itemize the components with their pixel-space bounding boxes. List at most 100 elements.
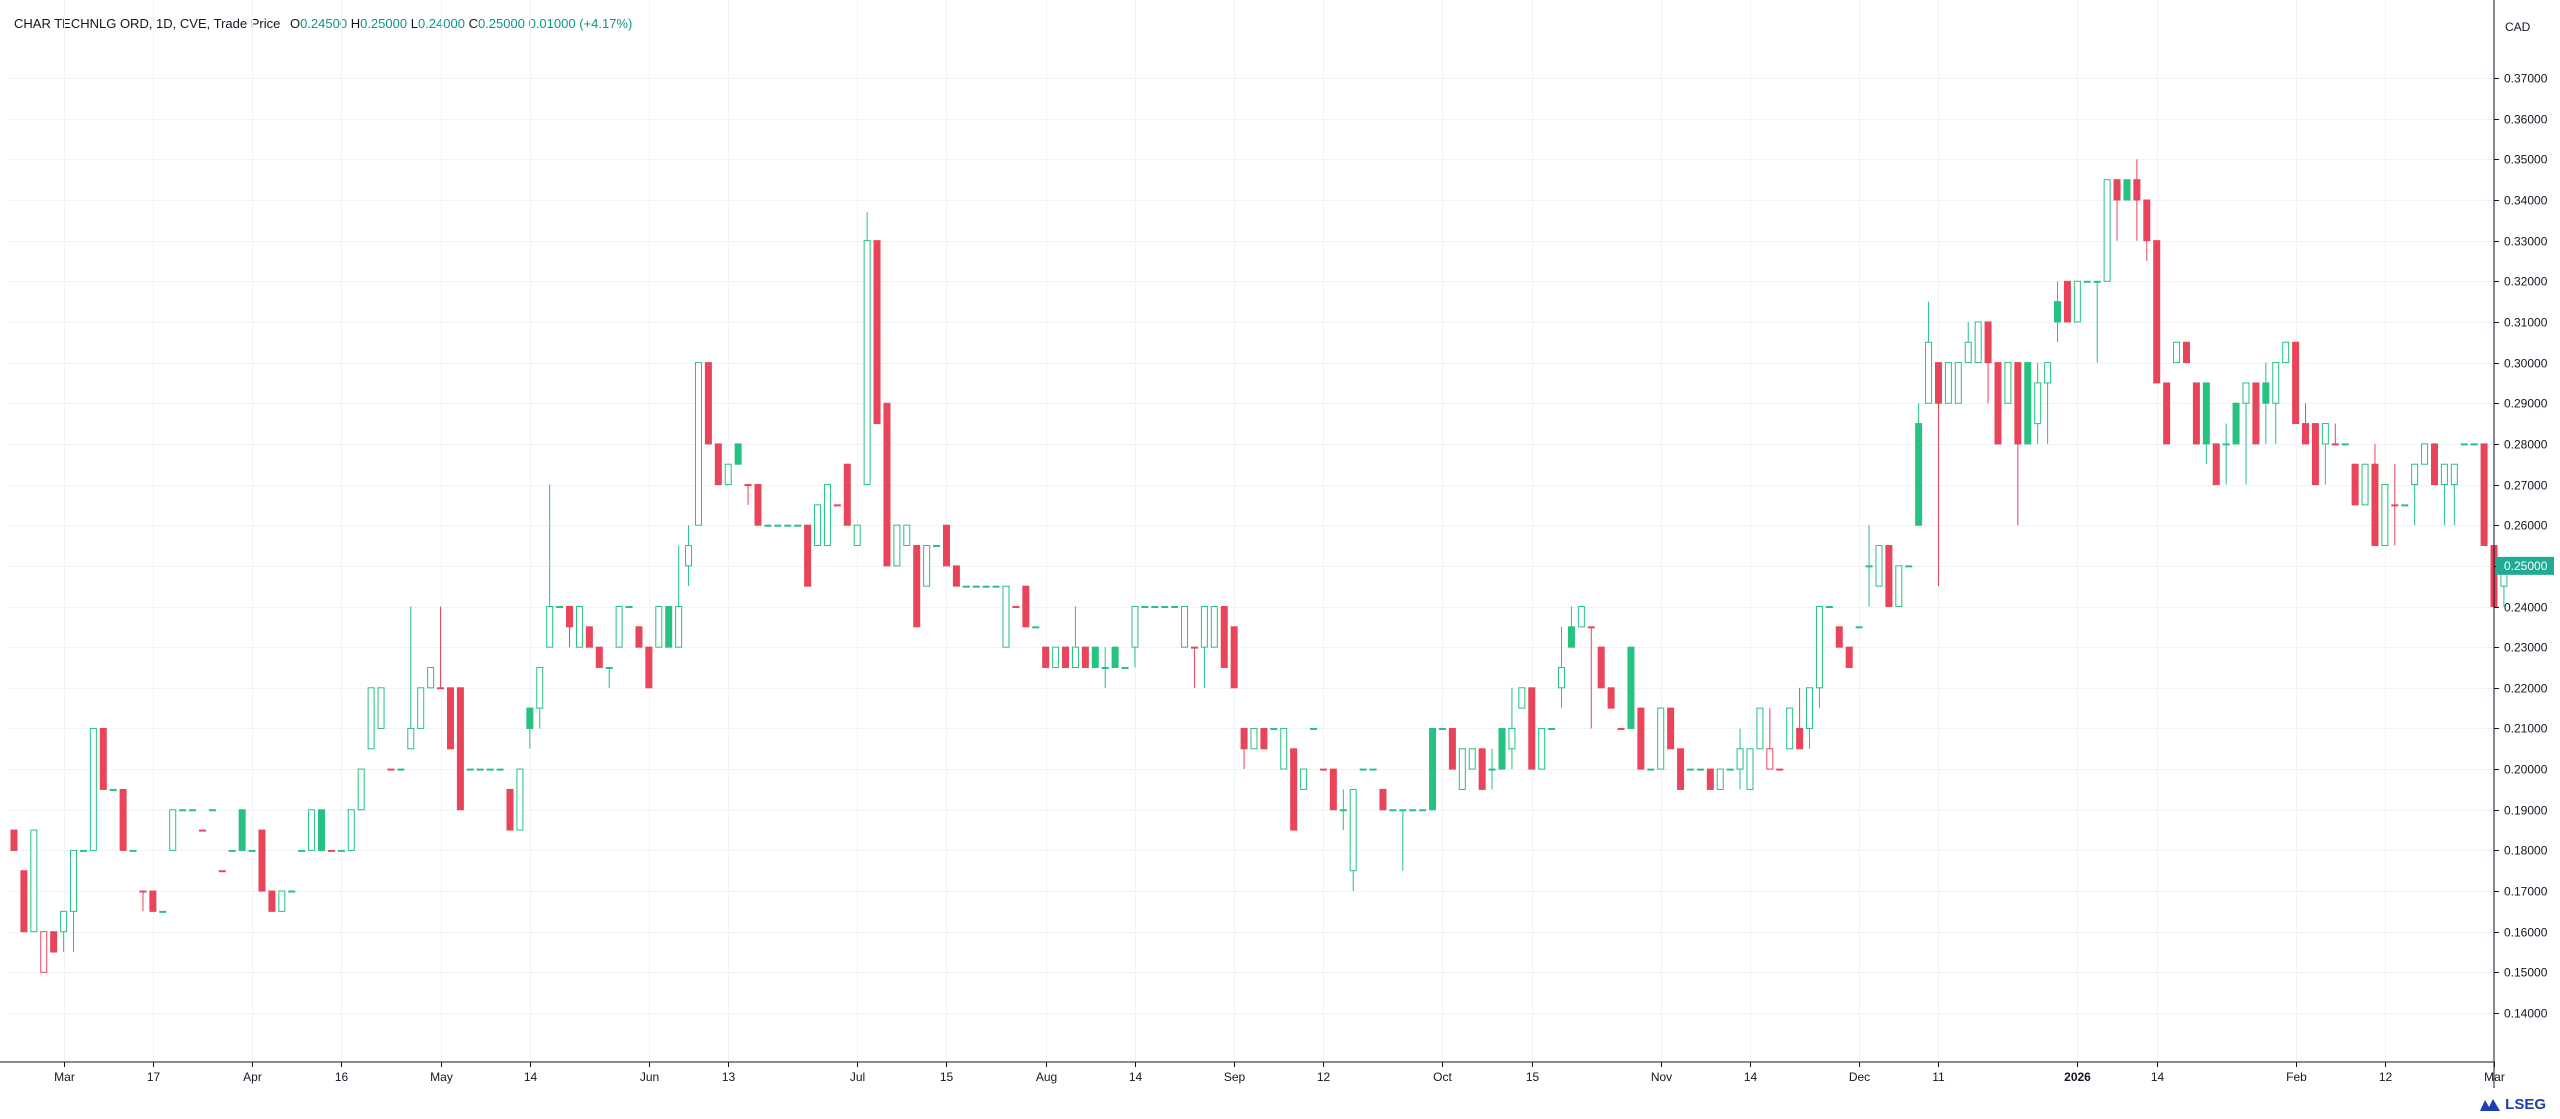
candle-body [2430,443,2438,486]
candle-body [1399,809,1407,812]
last-price-badge [2496,556,2554,575]
candle [1617,727,1625,730]
candle-body [605,666,613,669]
candle [615,606,623,648]
candle [1726,768,1734,771]
candle [2153,240,2161,384]
candle [238,809,246,851]
candle [1121,666,1129,669]
candle [2103,179,2111,282]
candle [169,809,177,851]
candle-body [1905,565,1913,568]
y-tick-label: 0.21000 [2504,722,2548,736]
candle [1587,626,1595,729]
x-tick-label: 16 [335,1070,349,1084]
candle-body [2103,179,2111,282]
candle-body [476,768,484,771]
candle [1776,768,1784,771]
candle-body [506,788,514,831]
candle [595,646,603,668]
candle-body [962,585,970,588]
candle [665,606,673,648]
candle [883,402,891,567]
y-tick-label: 0.19000 [2504,804,2548,818]
candle [2440,463,2448,526]
candle-body [952,565,960,587]
candle-body [1478,748,1486,790]
candle-body [694,362,702,526]
candle-body [139,890,147,893]
candle-body [367,687,375,750]
candle-body [516,768,524,831]
candle-body [1270,727,1278,730]
candle [923,545,931,587]
candle [952,565,960,587]
candle [89,727,97,851]
candle-body [2351,463,2359,506]
candle-body [2411,463,2419,486]
candle-body [2381,484,2389,547]
candle [784,524,792,527]
x-tick-label: 15 [1526,1070,1540,1084]
candle-body [814,504,822,547]
x-tick-label: May [430,1070,453,1084]
candle [1984,321,1992,404]
candle [1706,768,1714,790]
candle-body [1131,606,1139,648]
candle [2173,341,2181,364]
candle-body [60,910,68,933]
candle-body [2222,443,2230,446]
candle [1597,646,1605,689]
candle-body [347,809,355,851]
candle-body [1488,768,1496,771]
candle [2212,443,2220,486]
last-price-label: 0.25000 [2504,559,2548,573]
candle-body [2004,362,2012,404]
candle [2391,464,2399,546]
candle-body [1815,606,1823,689]
candle [744,484,752,505]
candle-body [1915,423,1923,526]
candle [704,362,712,445]
candle-body [1022,585,1030,628]
candle [437,606,445,690]
candle-body [1647,768,1655,771]
candle [1062,646,1070,668]
candle-body [615,606,623,648]
price-axis[interactable]: 0.14000 0.15000 0.16000 0.17000 0.18000 0.190… [2494,72,2554,1021]
candle [2480,443,2488,547]
candle [1002,585,1010,648]
candle-body [2173,341,2181,364]
candle-body [2014,362,2022,445]
candle [1954,362,1962,404]
candle-body [1716,768,1724,790]
candle-body [585,626,593,648]
candle-body [853,524,861,547]
chart-legend: CHAR TECHNLG ORD, 1D, CVE, Trade Price O… [14,16,632,31]
candle-body [1220,606,1228,668]
x-tick-label: 14 [524,1070,538,1084]
candle [2034,362,2042,444]
candle-body [1052,646,1060,668]
time-axis[interactable]: Mar 17 Apr 16 May 14 Jun 13 Jul 15 Aug 14 Sep 12 Oct 15… [54,1062,2505,1084]
candle [298,849,306,852]
candle-body [1121,666,1129,669]
candle-body [714,443,722,486]
candle [1429,727,1437,811]
candle-body [1964,341,1972,364]
candle-body [2232,402,2240,445]
candle [139,890,147,912]
candle [2421,443,2429,465]
candle-body [724,463,732,486]
y-tick-label: 0.33000 [2504,235,2548,249]
candle [2292,341,2300,425]
candle-body [2063,280,2071,323]
candle [764,524,772,527]
candle-body [109,788,117,791]
candle [1181,606,1189,648]
candle-body [218,870,226,873]
candle [2073,280,2081,323]
x-tick-label: Mar [2484,1070,2505,1084]
candle [1210,606,1218,648]
